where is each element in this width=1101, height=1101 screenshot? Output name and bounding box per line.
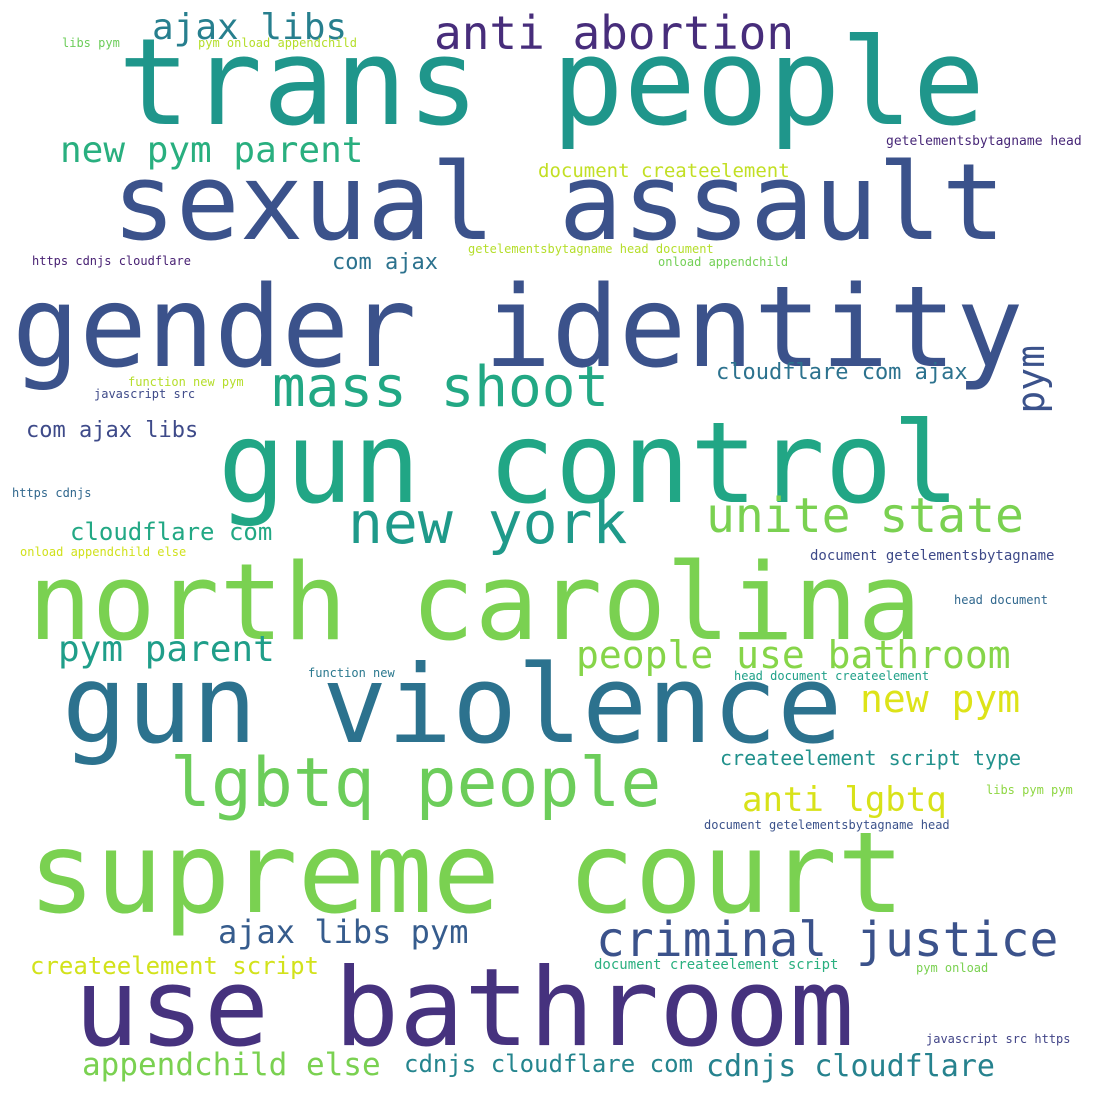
word-head-document-createelement: head document createelement <box>734 669 930 683</box>
word-com-ajax-libs: com ajax libs <box>26 418 199 443</box>
word-document-getelementsbytagname-head: document getelementsbytagname head <box>704 818 950 832</box>
word-libs-pym-pym: libs pym pym <box>986 783 1073 797</box>
word-mass-shoot: mass shoot <box>272 355 610 420</box>
word-new-pym: new pym <box>860 677 1021 721</box>
word-cloudflare-com-ajax: cloudflare com ajax <box>716 360 968 385</box>
word-appendchild-else: appendchild else <box>82 1047 381 1083</box>
word-javascript-src: javascript src <box>94 387 196 401</box>
word-onload-appendchild: onload appendchild <box>658 255 789 269</box>
word-cdnjs-cloudflare: cdnjs cloudflare <box>706 1049 995 1084</box>
word-javascript-src-https: javascript src https <box>926 1032 1071 1046</box>
word-north-carolina: north carolina <box>28 541 922 664</box>
word-com-ajax: com ajax <box>332 250 438 275</box>
word-pym: pym <box>1009 345 1053 414</box>
word-https-cdnjs-cloudflare: https cdnjs cloudflare <box>32 254 191 268</box>
word-function-new: function new <box>308 666 395 680</box>
word-anti-abortion: anti abortion <box>434 6 795 60</box>
word-onload-appendchild-else: onload appendchild else <box>20 545 187 559</box>
word-ajax-libs: ajax libs <box>152 7 348 48</box>
word-cloudflare-com: cloudflare com <box>70 518 273 546</box>
word-lgbtq-people: lgbtq people <box>170 744 662 823</box>
word-ajax-libs-pym: ajax libs pym <box>218 913 469 951</box>
word-people-use-bathroom: people use bathroom <box>576 633 1011 677</box>
word-https-cdnjs: https cdnjs <box>12 486 92 500</box>
word-gun-control: gun control <box>218 399 960 529</box>
word-supreme-court: supreme court <box>28 809 905 939</box>
word-new-york: new york <box>348 489 628 557</box>
word-document-createelement: document createelement <box>538 160 790 182</box>
word-sexual-assault: sexual assault <box>112 141 1006 264</box>
word-trans-people: trans people <box>118 14 985 153</box>
word-gun-violence: gun violence <box>62 643 843 768</box>
word-gender-identity: gender identity <box>12 263 1024 393</box>
word-criminal-justice: criminal justice <box>596 912 1059 968</box>
word-anti-lgbtq: anti lgbtq <box>742 780 947 820</box>
word-getelementsbytagname-head-document: getelementsbytagname head document <box>468 242 714 256</box>
word-function-new-pym: function new pym <box>128 375 244 389</box>
word-head-document: head document <box>954 593 1048 607</box>
word-unite-state: unite state <box>706 488 1024 544</box>
word-cdnjs-cloudflare-com: cdnjs cloudflare com <box>404 1050 693 1078</box>
word-document-createelement-script: document createelement script <box>594 957 839 973</box>
word-pym-onload: pym onload <box>916 961 989 975</box>
word-getelementsbytagname-head: getelementsbytagname head <box>886 134 1082 149</box>
word-document-getelementsbytagname: document getelementsbytagname <box>810 548 1055 564</box>
word-libs-pym: libs pym <box>62 36 120 50</box>
word-pym-onload-appendchild: pym onload appendchild <box>198 36 357 50</box>
word-new-pym-parent: new pym parent <box>60 130 364 171</box>
word-pym-parent: pym parent <box>58 629 275 670</box>
word-createelement-script: createelement script <box>30 952 319 980</box>
word-createelement-script-type: createelement script type <box>720 746 1022 770</box>
word-use-bathroom: use bathroom <box>74 946 855 1071</box>
